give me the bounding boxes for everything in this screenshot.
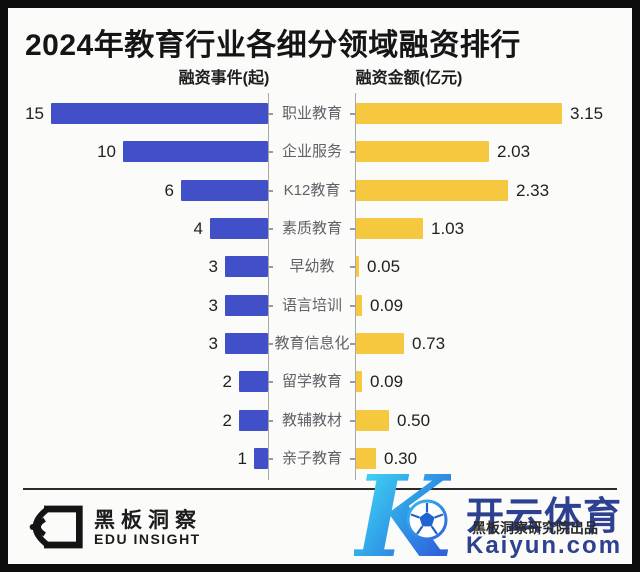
amount-bar bbox=[356, 295, 362, 316]
amount-label: 0.30 bbox=[384, 449, 418, 468]
category-label: 企业服务 bbox=[281, 143, 342, 160]
left-axis-tick bbox=[268, 343, 273, 345]
event-count-label: 3 bbox=[208, 257, 218, 276]
amount-label: 2.33 bbox=[516, 181, 550, 200]
event-count-label: 10 bbox=[97, 142, 116, 161]
left-axis-tick bbox=[268, 228, 273, 230]
event-count-label: 6 bbox=[164, 181, 174, 200]
event-bar bbox=[123, 141, 268, 162]
category-label: 教辅教材 bbox=[281, 412, 342, 429]
category-label: 早幼教 bbox=[289, 258, 335, 275]
right-axis-tick bbox=[350, 458, 355, 460]
amount-label: 0.09 bbox=[370, 372, 404, 391]
event-bar bbox=[254, 448, 268, 469]
right-axis-tick bbox=[350, 305, 355, 307]
left-axis-line bbox=[268, 93, 269, 480]
amount-label: 1.03 bbox=[431, 219, 465, 238]
amount-bar bbox=[356, 141, 489, 162]
left-axis-tick bbox=[268, 151, 273, 153]
right-axis-tick bbox=[350, 266, 355, 268]
amount-bar bbox=[356, 371, 362, 392]
right-axis-line bbox=[355, 93, 356, 480]
soccer-ball-icon bbox=[406, 499, 448, 541]
kaiyun-watermark: K 开云体育 黑板洞察研究院出品 Kaiyun.com bbox=[354, 462, 634, 572]
category-label: 语言培训 bbox=[281, 297, 342, 314]
amount-label: 3.15 bbox=[570, 104, 604, 123]
amount-bar bbox=[356, 333, 404, 354]
event-bar bbox=[225, 295, 268, 316]
edu-insight-eye-logo-icon bbox=[29, 505, 83, 549]
right-axis-tick bbox=[350, 381, 355, 383]
category-label: 职业教育 bbox=[281, 105, 342, 122]
event-bar bbox=[210, 218, 268, 239]
amount-label: 0.73 bbox=[412, 334, 446, 353]
event-bar bbox=[181, 180, 268, 201]
watermark-brand-name: 开云体育 bbox=[466, 496, 623, 538]
event-count-label: 15 bbox=[25, 104, 44, 123]
footer-brand-english: EDU INSIGHT bbox=[94, 531, 201, 547]
left-axis-tick bbox=[268, 190, 273, 192]
amount-bar bbox=[356, 103, 562, 124]
left-axis-tick bbox=[268, 420, 273, 422]
page-title: 2024年教育行业各细分领域融资排行 bbox=[25, 29, 521, 62]
event-count-label: 1 bbox=[237, 449, 247, 468]
event-bar bbox=[239, 410, 268, 431]
amount-bar bbox=[356, 218, 423, 239]
left-axis-tick bbox=[268, 113, 273, 115]
left-axis-header: 融资事件(起) bbox=[178, 70, 270, 87]
left-axis-tick bbox=[268, 458, 273, 460]
event-count-label: 4 bbox=[193, 219, 203, 238]
category-label: 亲子教育 bbox=[281, 450, 342, 467]
footer-brand-chinese: 黑板洞察 bbox=[94, 509, 202, 532]
category-label: 教育信息化 bbox=[274, 335, 350, 352]
right-axis-tick bbox=[350, 151, 355, 153]
category-label: 留学教育 bbox=[281, 373, 342, 390]
watermark-byline: 黑板洞察研究院出品 bbox=[472, 520, 598, 536]
right-axis-tick bbox=[350, 113, 355, 115]
amount-bar bbox=[356, 180, 508, 201]
category-label: K12教育 bbox=[283, 182, 341, 199]
amount-label: 2.03 bbox=[497, 142, 531, 161]
amount-bar bbox=[356, 410, 389, 431]
right-axis-tick bbox=[350, 190, 355, 192]
event-bar bbox=[51, 103, 268, 124]
amount-bar bbox=[356, 256, 359, 277]
right-axis-tick bbox=[350, 343, 355, 345]
bottom-rule bbox=[23, 488, 617, 490]
amount-label: 0.50 bbox=[397, 411, 431, 430]
right-axis-tick bbox=[350, 420, 355, 422]
event-count-label: 2 bbox=[222, 411, 232, 430]
watermark-domain: Kaiyun.com bbox=[466, 532, 623, 559]
left-axis-tick bbox=[268, 381, 273, 383]
event-count-label: 3 bbox=[208, 334, 218, 353]
event-count-label: 2 bbox=[222, 372, 232, 391]
event-bar bbox=[239, 371, 268, 392]
right-axis-header: 融资金额(亿元) bbox=[355, 70, 463, 87]
amount-label: 0.05 bbox=[367, 257, 401, 276]
amount-bar bbox=[356, 448, 376, 469]
event-count-label: 3 bbox=[208, 296, 218, 315]
amount-label: 0.09 bbox=[370, 296, 404, 315]
left-axis-tick bbox=[268, 305, 273, 307]
category-label: 素质教育 bbox=[281, 220, 342, 237]
right-axis-tick bbox=[350, 228, 355, 230]
event-bar bbox=[225, 256, 268, 277]
left-axis-tick bbox=[268, 266, 273, 268]
event-bar bbox=[225, 333, 268, 354]
